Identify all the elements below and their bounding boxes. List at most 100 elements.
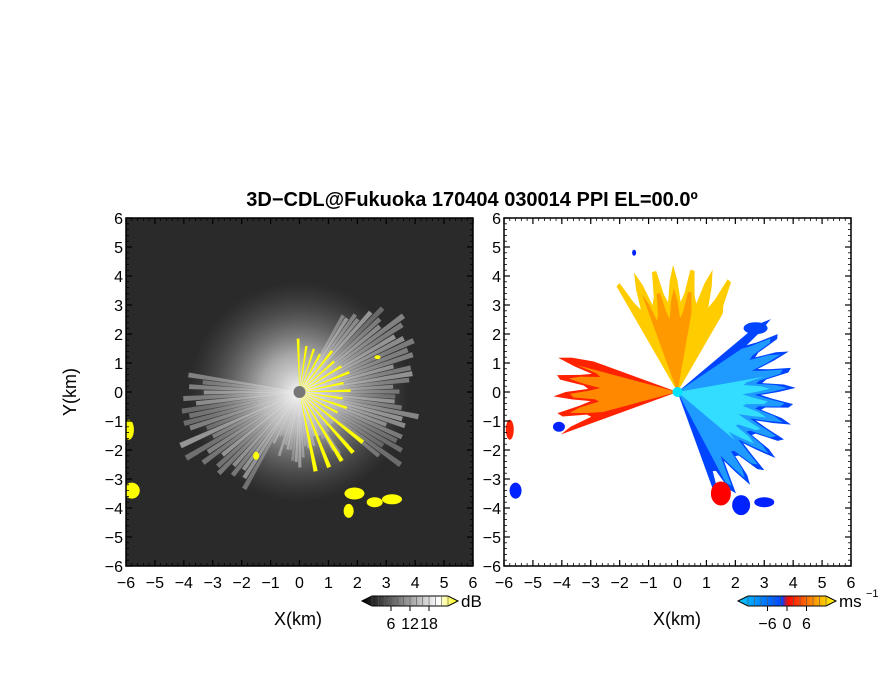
left-panel: −6 −5 −4 −3 −2 −1 0 1 2 3 4 5 6 −6−5−4−3−2−10123456 … — [60, 211, 478, 629]
y-tick-label: −1 — [105, 414, 123, 431]
approaching-flow-core — [677, 376, 770, 444]
y-tick-label: −5 — [105, 530, 123, 547]
x-tick-label: −5 — [524, 575, 542, 592]
right-ticks — [503, 217, 852, 567]
snr-colorbar-tick-labels: 6 12 18 — [387, 616, 438, 633]
high-snr-spoke — [299, 360, 335, 392]
right-panel: −6 −5 −4 −3 −2 −1 0 1 2 3 4 5 6 −6−5−4−3−2−10123456 … — [483, 211, 856, 629]
high-snr-spoke — [299, 392, 318, 472]
x-tick-label: 3 — [760, 575, 769, 592]
velocity-patch — [505, 419, 514, 440]
high-snr-spoke — [299, 381, 344, 392]
chart-title: 3D−CDL@Fukuoka 170404 030014 PPI EL=00.0… — [246, 189, 698, 211]
x-tick-label: −5 — [146, 575, 164, 592]
y-tick-label: 5 — [114, 240, 123, 257]
radar-site-marker — [672, 387, 683, 397]
high-snr-spoke — [299, 392, 332, 469]
y-tick-label: 4 — [492, 269, 501, 286]
high-snr-spoke — [299, 353, 322, 392]
x-tick-label: −1 — [261, 575, 279, 592]
y-tick-label: 3 — [492, 298, 501, 315]
velocity-colorbar: −6 0 6 ms −1 — [736, 588, 879, 633]
x-tick-label: −3 — [204, 575, 222, 592]
colorbar-tick-label: 6 — [387, 616, 396, 633]
high-snr-patch — [366, 497, 383, 508]
y-tick-label: 6 — [114, 211, 123, 228]
colorbar-tick-label: −6 — [758, 616, 776, 633]
high-snr-patch — [126, 482, 140, 499]
x-tick-label: 0 — [295, 575, 304, 592]
right-velocity-regions — [505, 249, 796, 516]
y-tick-label: 0 — [114, 385, 123, 402]
left-y-axis-label: Y(km) — [60, 368, 80, 416]
high-snr-patch — [343, 503, 354, 518]
y-tick-label: 1 — [492, 356, 501, 373]
colorbar-tick-label: 0 — [783, 616, 792, 633]
y-tick-label: −1 — [483, 414, 501, 431]
velocity-patch — [632, 249, 637, 256]
y-tick-label: −2 — [105, 443, 123, 460]
velocity-colorbar-tick-labels: −6 0 6 — [758, 616, 811, 633]
high-snr-patch — [344, 487, 365, 500]
velocity-patch — [552, 421, 565, 432]
x-tick-label: 3 — [382, 575, 391, 592]
y-tick-label: 3 — [114, 298, 123, 315]
left-y-tick-labels: −6 −5 −4 −3 −2 −1 0 1 2 3 4 5 6 — [105, 211, 123, 576]
x-tick-label: 6 — [847, 575, 856, 592]
right-x-axis-label: X(km) — [653, 609, 701, 629]
left-high-snr-regions — [126, 338, 403, 518]
receding-flow-west — [568, 364, 678, 413]
x-tick-label: 5 — [440, 575, 449, 592]
x-tick-label: 2 — [353, 575, 362, 592]
y-tick-label: −6 — [105, 559, 123, 576]
x-tick-label: −4 — [553, 575, 571, 592]
x-tick-label: 5 — [818, 575, 827, 592]
velocity-patch — [710, 481, 731, 506]
y-tick-label: 5 — [492, 240, 501, 257]
snr-colorbar-unit: dB — [461, 592, 482, 611]
x-tick-label: −2 — [611, 575, 629, 592]
y-tick-label: −2 — [483, 443, 501, 460]
snr-colorbar: 6 12 18 dB — [360, 592, 482, 633]
high-snr-spoke — [299, 348, 316, 392]
colorbar-tick-label: 6 — [802, 616, 811, 633]
x-tick-label: 0 — [673, 575, 682, 592]
left-snr-field — [126, 282, 420, 518]
y-tick-label: −4 — [483, 501, 501, 518]
high-snr-spoke — [299, 392, 355, 455]
x-tick-label: 2 — [731, 575, 740, 592]
left-ticks — [125, 217, 474, 567]
receding-flow-north-core — [641, 287, 692, 392]
high-snr-spoke — [299, 392, 344, 400]
x-tick-label: 4 — [789, 575, 798, 592]
left-x-axis-label: X(km) — [274, 609, 322, 629]
velocity-colorbar-unit: ms — [839, 592, 862, 611]
x-tick-label: 1 — [702, 575, 711, 592]
y-tick-label: −4 — [105, 501, 123, 518]
high-snr-patch — [253, 451, 260, 460]
y-tick-label: −6 — [483, 559, 501, 576]
high-snr-spoke — [299, 392, 338, 414]
x-tick-label: 1 — [324, 575, 333, 592]
high-snr-spoke — [299, 371, 350, 392]
x-tick-label: 4 — [411, 575, 420, 592]
high-snr-spoke — [299, 392, 365, 445]
y-tick-label: 1 — [114, 356, 123, 373]
velocity-patch — [509, 482, 522, 499]
x-tick-label: −6 — [495, 575, 513, 592]
high-snr-spoke — [299, 389, 351, 392]
high-snr-patch — [374, 355, 381, 360]
y-tick-label: 4 — [114, 269, 123, 286]
velocity-colorbar-unit-exponent: −1 — [866, 588, 879, 600]
left-x-tick-labels: −6 −5 −4 −3 −2 −1 0 1 2 3 4 5 6 — [117, 575, 478, 592]
right-y-tick-labels: −6 −5 −4 −3 −2 −1 0 1 2 3 4 5 6 — [483, 211, 501, 576]
velocity-patch — [743, 322, 768, 335]
high-snr-spoke — [299, 365, 343, 392]
high-snr-spoke — [299, 392, 344, 463]
high-snr-patch — [126, 419, 134, 440]
x-tick-label: −3 — [582, 575, 600, 592]
velocity-colorbar-ticks — [747, 596, 827, 611]
high-snr-spoke — [299, 345, 308, 392]
y-tick-label: 2 — [492, 327, 501, 344]
